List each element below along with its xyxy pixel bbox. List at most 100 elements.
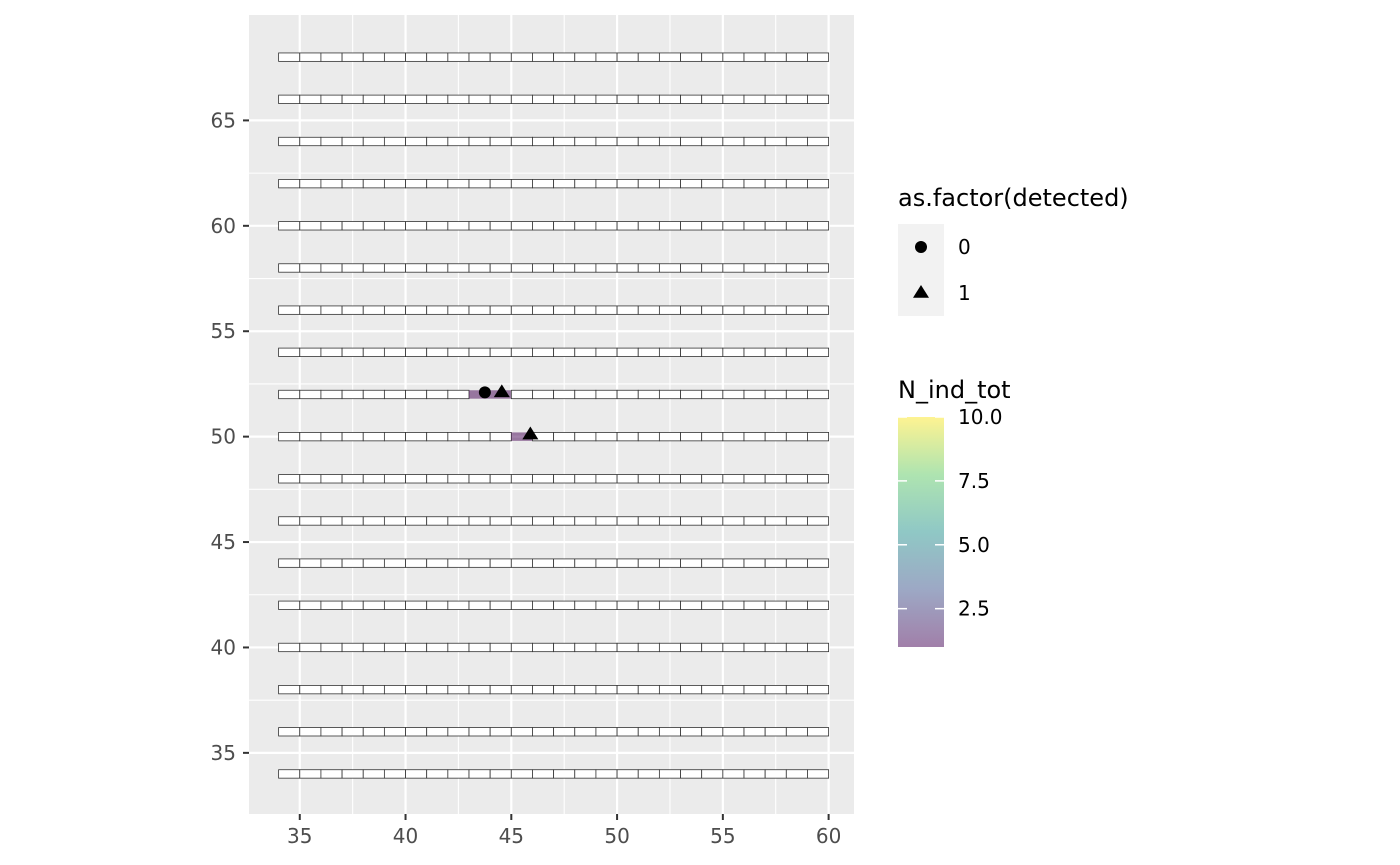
transect-cell bbox=[405, 516, 428, 526]
transect-cell bbox=[320, 94, 343, 104]
transect-cell bbox=[722, 305, 745, 315]
transect-cell bbox=[468, 305, 491, 315]
transect-cell bbox=[807, 558, 830, 568]
transect-cell bbox=[468, 474, 491, 484]
transect-cell bbox=[701, 642, 724, 653]
transect-cell bbox=[510, 474, 533, 484]
transect-cell bbox=[299, 263, 322, 273]
transect-cell bbox=[510, 136, 533, 147]
transect-cell bbox=[680, 685, 703, 695]
transect-cell bbox=[785, 685, 808, 695]
transect-cell bbox=[405, 600, 428, 610]
transect-cell bbox=[807, 389, 830, 400]
transect-cell bbox=[764, 685, 787, 695]
transect-cell bbox=[426, 305, 449, 315]
transect-cell bbox=[278, 52, 301, 62]
transect-cell bbox=[299, 136, 322, 147]
transect-cell bbox=[658, 263, 681, 273]
legend-shape-label: 1 bbox=[958, 281, 971, 305]
transect-cell bbox=[574, 263, 597, 273]
transect-cell bbox=[722, 558, 745, 568]
transect-cells bbox=[278, 52, 830, 779]
transect-cell bbox=[807, 94, 830, 104]
transect-cell bbox=[785, 136, 808, 147]
transect-cell bbox=[510, 94, 533, 104]
transect-cell bbox=[701, 305, 724, 315]
transect-cell bbox=[510, 263, 533, 273]
transect-cell bbox=[595, 685, 618, 695]
transect-cell bbox=[341, 263, 364, 273]
transect-cell bbox=[447, 305, 470, 315]
transect-cell bbox=[743, 136, 766, 147]
transect-cell bbox=[701, 769, 724, 779]
transect-cell bbox=[595, 474, 618, 484]
transect-cell bbox=[553, 136, 576, 147]
transect-cell bbox=[362, 221, 385, 231]
transect-cell bbox=[616, 642, 639, 653]
transect-cell bbox=[341, 558, 364, 568]
transect-cell bbox=[637, 347, 660, 357]
transect-cell bbox=[278, 347, 301, 357]
transect-cell bbox=[341, 727, 364, 737]
transect-cell bbox=[278, 179, 301, 189]
transect-cell bbox=[341, 389, 364, 400]
x-tick-label: 45 bbox=[499, 824, 524, 848]
point-not-detected bbox=[478, 386, 491, 399]
transect-cell bbox=[299, 347, 322, 357]
transect-cell bbox=[299, 558, 322, 568]
transect-cell bbox=[722, 263, 745, 273]
transect-cell bbox=[574, 52, 597, 62]
transect-cell bbox=[383, 263, 406, 273]
transect-cell bbox=[637, 432, 660, 442]
transect-cell bbox=[405, 347, 428, 357]
transect-cell bbox=[341, 305, 364, 315]
transect-cell bbox=[362, 642, 385, 653]
transect-cell bbox=[743, 432, 766, 442]
transect-cell bbox=[680, 389, 703, 400]
transect-cell bbox=[299, 600, 322, 610]
transect-cell bbox=[764, 136, 787, 147]
transect-cell bbox=[362, 727, 385, 737]
transect-cell bbox=[553, 305, 576, 315]
transect-cell bbox=[616, 727, 639, 737]
transect-cell bbox=[785, 642, 808, 653]
colorbar bbox=[898, 417, 944, 647]
transect-cell bbox=[553, 769, 576, 779]
transect-cell bbox=[764, 474, 787, 484]
transect-cell bbox=[680, 600, 703, 610]
transect-cell bbox=[510, 221, 533, 231]
transect-cell bbox=[574, 432, 597, 442]
transect-cell bbox=[532, 263, 555, 273]
transect-cell bbox=[701, 389, 724, 400]
transect-cell bbox=[807, 221, 830, 231]
y-tick-label: 35 bbox=[211, 741, 236, 765]
transect-cell bbox=[722, 642, 745, 653]
transect-cell bbox=[489, 685, 512, 695]
transect-cell bbox=[574, 558, 597, 568]
transect-cell bbox=[447, 432, 470, 442]
transect-cell bbox=[320, 305, 343, 315]
transect-cell bbox=[383, 516, 406, 526]
transect-cell bbox=[658, 685, 681, 695]
transect-cell bbox=[764, 642, 787, 653]
transect-cell bbox=[595, 221, 618, 231]
transect-cell bbox=[701, 685, 724, 695]
transect-cell bbox=[320, 727, 343, 737]
transect-cell bbox=[383, 305, 406, 315]
transect-cell bbox=[785, 347, 808, 357]
transect-cell bbox=[743, 347, 766, 357]
transect-cell bbox=[510, 685, 533, 695]
transect-cell bbox=[426, 52, 449, 62]
transect-cell bbox=[764, 52, 787, 62]
transect-cell bbox=[743, 685, 766, 695]
transect-cell bbox=[616, 94, 639, 104]
x-tick-label: 35 bbox=[287, 824, 312, 848]
transect-cell bbox=[278, 474, 301, 484]
transect-cell bbox=[341, 94, 364, 104]
transect-cell bbox=[278, 600, 301, 610]
transect-cell bbox=[764, 769, 787, 779]
transect-cell bbox=[405, 52, 428, 62]
transect-cell bbox=[447, 136, 470, 147]
transect-cell bbox=[722, 221, 745, 231]
transect-cell bbox=[616, 474, 639, 484]
